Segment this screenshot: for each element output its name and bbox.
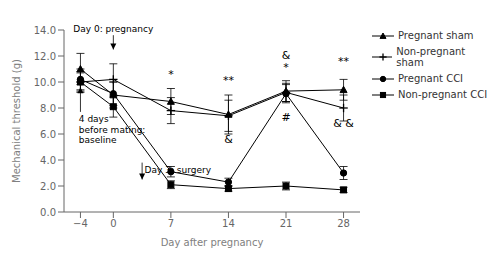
svg-text:6.0: 6.0 (40, 129, 56, 140)
svg-text:0: 0 (110, 218, 116, 229)
svg-text:Mechanical threshold (g): Mechanical threshold (g) (11, 59, 22, 183)
svg-text:4.0: 4.0 (40, 155, 56, 166)
svg-text:14.0: 14.0 (34, 25, 56, 36)
svg-text:2.0: 2.0 (40, 181, 56, 192)
html-text:Pregnant sham: Pregnant sham (398, 30, 474, 41)
svg-text:#: # (281, 111, 290, 124)
svg-text:**: ** (223, 74, 235, 87)
svg-text:8.0: 8.0 (40, 103, 56, 114)
svg-text:12.0: 12.0 (34, 51, 56, 62)
svg-text:& &: & & (333, 117, 354, 130)
svg-text:7: 7 (168, 218, 174, 229)
svg-text:14: 14 (222, 218, 235, 229)
svg-text:28: 28 (337, 218, 350, 229)
svg-text:*: * (168, 68, 174, 81)
html-text:Non-pregnant sham: Non-pregnant sham (396, 46, 466, 68)
svg-text:&: & (224, 133, 233, 146)
html-text:Non-pregnant CCI: Non-pregnant CCI (398, 89, 488, 100)
svg-text:Day 3: surgery: Day 3: surgery (145, 165, 212, 175)
svg-text:**: ** (338, 55, 350, 68)
svg-text:*: * (283, 61, 289, 74)
svg-text:Day after pregnancy: Day after pregnancy (161, 237, 264, 248)
svg-text:21: 21 (280, 218, 293, 229)
svg-text:Day 0: pregnancy: Day 0: pregnancy (73, 24, 154, 34)
svg-text:0.0: 0.0 (40, 207, 56, 218)
svg-text:4 daysbefore mating:baseline: 4 daysbefore mating:baseline (79, 114, 146, 145)
svg-text:10.0: 10.0 (34, 77, 56, 88)
html-text:Pregnant CCI: Pregnant CCI (398, 73, 464, 84)
svg-text:−4: −4 (73, 218, 88, 229)
